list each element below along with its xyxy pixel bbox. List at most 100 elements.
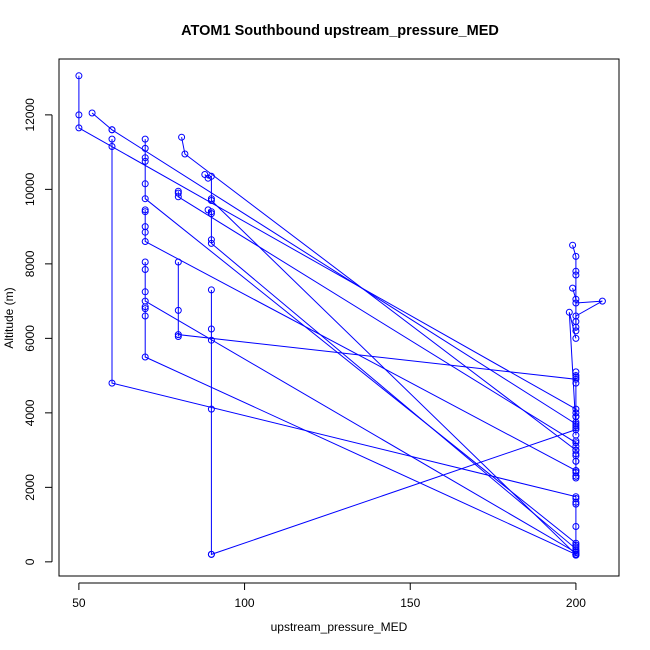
data-point: [572, 295, 580, 303]
data-point: [141, 303, 149, 311]
data-point: [141, 208, 149, 216]
x-tick-label: 200: [566, 596, 586, 610]
data-point: [174, 189, 182, 197]
series-15: [569, 284, 606, 335]
data-point: [207, 172, 215, 180]
data-point: [174, 306, 182, 314]
x-tick-label: 50: [72, 596, 86, 610]
y-tick-label: 12000: [23, 98, 37, 132]
data-point: [572, 541, 580, 549]
data-point: [141, 144, 149, 152]
data-point: [141, 154, 149, 162]
data-point: [178, 133, 186, 141]
data-point: [141, 258, 149, 266]
series-1: [75, 72, 580, 432]
y-tick-label: 4000: [23, 399, 37, 426]
data-point: [207, 336, 215, 344]
y-tick-label: 8000: [23, 250, 37, 277]
data-point: [572, 550, 580, 558]
data-point: [572, 474, 580, 482]
data-point: [572, 418, 580, 426]
series-13: [207, 286, 580, 558]
data-point: [565, 308, 573, 316]
series-5: [141, 206, 580, 480]
data-point: [141, 228, 149, 236]
data-point: [572, 422, 580, 430]
series-line: [91, 112, 577, 436]
data-point: [572, 299, 580, 307]
plot-area: [58, 58, 620, 577]
series-9: [174, 187, 580, 450]
x-axis-label: upstream_pressure_MED: [271, 620, 408, 634]
data-point: [207, 286, 215, 294]
data-point: [141, 180, 149, 188]
series-line: [78, 75, 577, 428]
data-point: [108, 135, 116, 143]
data-point: [572, 409, 580, 417]
data-point: [141, 157, 149, 165]
data-point: [141, 305, 149, 313]
series-line: [144, 262, 577, 555]
data-point: [572, 312, 580, 320]
data-point: [75, 72, 83, 80]
series-line: [177, 191, 577, 447]
data-point: [207, 325, 215, 333]
data-point: [207, 236, 215, 244]
data-point: [108, 379, 116, 387]
data-point: [207, 550, 215, 558]
data-point: [141, 238, 149, 245]
data-point: [572, 267, 580, 275]
data-point: [141, 353, 149, 361]
series-line: [572, 287, 603, 331]
data-point: [174, 333, 182, 340]
series-layer: [75, 72, 606, 559]
data-point: [141, 312, 149, 320]
series-line: [210, 289, 577, 556]
data-point: [569, 284, 577, 292]
series-6: [141, 258, 580, 558]
data-point: [572, 252, 580, 260]
data-point: [572, 379, 580, 387]
data-point: [572, 271, 580, 279]
data-point: [207, 405, 215, 413]
chart-title: ATOM1 Southbound upstream_pressure_MED: [181, 23, 499, 39]
data-point: [141, 288, 149, 296]
series-17: [572, 437, 580, 482]
data-point: [572, 523, 580, 530]
data-point: [572, 426, 580, 434]
data-point: [174, 258, 182, 266]
data-point: [572, 334, 580, 342]
y-tick-label: 0: [23, 558, 37, 565]
data-point: [181, 150, 189, 158]
data-point: [207, 208, 215, 216]
series-10: [174, 258, 580, 383]
y-axis: 0 2000 4000 6000 8000 10000 12000: [23, 98, 53, 565]
data-point: [569, 241, 577, 249]
y-tick-label: 6000: [23, 325, 37, 352]
data-point: [75, 124, 83, 132]
data-point: [207, 239, 215, 247]
data-point: [108, 143, 116, 150]
series-line: [204, 174, 577, 556]
data-point: [572, 437, 580, 445]
data-point: [108, 126, 116, 134]
series-12: [204, 206, 580, 555]
data-point: [572, 457, 580, 465]
data-point: [572, 500, 580, 508]
data-point: [141, 135, 149, 143]
x-tick-label: 100: [235, 596, 255, 610]
data-point: [75, 111, 83, 119]
x-axis: 50 100 150 200: [72, 582, 586, 610]
series-18: [572, 495, 580, 558]
data-point: [207, 197, 215, 204]
data-point: [174, 331, 182, 339]
y-tick-label: 2000: [23, 474, 37, 501]
data-point: [141, 266, 149, 273]
data-point: [141, 195, 149, 203]
data-point: [598, 297, 606, 305]
data-point: [88, 109, 96, 117]
y-axis-label: Altitude (m): [2, 287, 16, 348]
series-16: [572, 368, 580, 430]
x-tick-label: 150: [400, 596, 420, 610]
